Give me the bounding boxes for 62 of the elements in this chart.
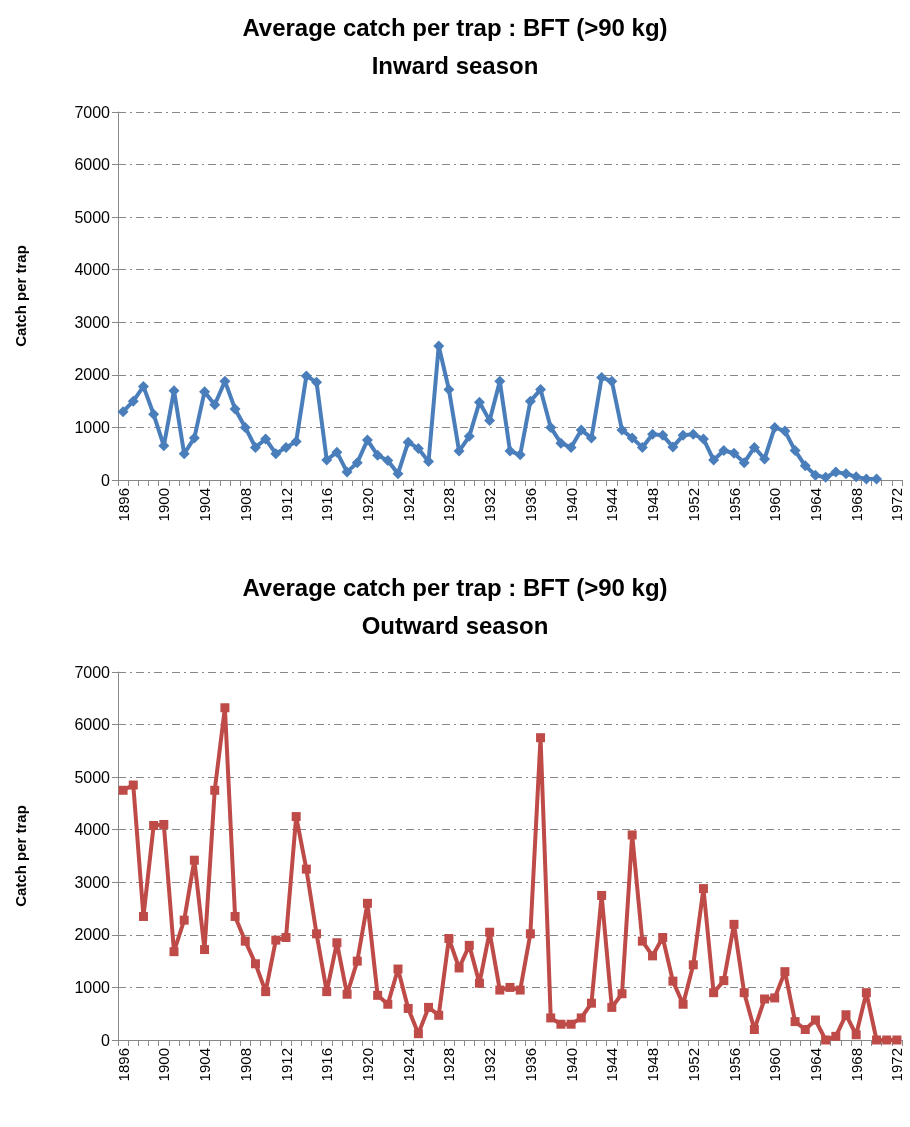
- x-tick-label: 1916: [318, 1048, 336, 1082]
- x-tick-label: 1932: [481, 488, 499, 522]
- y-tick-label: 1000: [74, 978, 111, 996]
- x-tick-label: 1964: [806, 488, 824, 522]
- x-tick-label: 1912: [277, 488, 295, 522]
- y-tick-label: 7000: [74, 663, 111, 681]
- x-tick-label: 1916: [318, 488, 336, 522]
- y-tick-label: 4000: [74, 261, 111, 279]
- x-tick-label: 1960: [766, 488, 784, 522]
- y-tick-label: 1000: [74, 418, 111, 436]
- x-tick-label: 1952: [684, 1048, 702, 1082]
- x-tick-label: 1896: [114, 1048, 132, 1082]
- x-tick-label: 1972: [888, 1048, 906, 1082]
- chart-subtitle: Inward season: [371, 51, 539, 79]
- y-tick-label: 2000: [74, 366, 111, 384]
- x-tick-label: 1972: [888, 488, 906, 522]
- y-tick-label: 3000: [74, 313, 111, 331]
- x-tick-label: 1944: [603, 1048, 621, 1082]
- y-tick-label: 7000: [74, 103, 111, 121]
- x-tick-label: 1912: [277, 1048, 295, 1082]
- x-tick-label: 1908: [236, 488, 254, 522]
- chart-title: Average catch per trap : BFT (>90 kg): [242, 13, 668, 41]
- x-tick-label: 1896: [114, 488, 132, 522]
- x-tick-label: 1936: [521, 488, 539, 522]
- y-axis-title: Catch per trap: [12, 805, 29, 907]
- x-tick-label: 1968: [847, 1048, 865, 1082]
- x-tick-label: 1904: [196, 1048, 214, 1082]
- x-tick-label: 1952: [684, 488, 702, 522]
- y-tick-label: 5000: [74, 768, 111, 786]
- x-tick-label: 1924: [399, 488, 417, 522]
- x-tick-label: 1924: [399, 1048, 417, 1082]
- x-tick-label: 1956: [725, 488, 743, 522]
- y-tick-label: 2000: [74, 926, 111, 944]
- y-tick-label: 6000: [74, 156, 111, 174]
- x-tick-label: 1944: [603, 488, 621, 522]
- chart-title: Average catch per trap : BFT (>90 kg): [242, 573, 668, 601]
- y-tick-label: 4000: [74, 821, 111, 839]
- x-tick-label: 1948: [644, 1048, 662, 1082]
- x-tick-label: 1900: [155, 1048, 173, 1082]
- y-axis-title: Catch per trap: [12, 245, 29, 347]
- x-tick-label: 1940: [562, 1048, 580, 1082]
- x-tick-label: 1968: [847, 488, 865, 522]
- y-tick-label: 3000: [74, 873, 111, 891]
- x-tick-label: 1956: [725, 1048, 743, 1082]
- x-tick-label: 1920: [358, 488, 376, 522]
- x-tick-label: 1928: [440, 488, 458, 522]
- x-tick-label: 1928: [440, 1048, 458, 1082]
- y-tick-label: 0: [101, 1031, 111, 1049]
- x-tick-label: 1940: [562, 488, 580, 522]
- x-tick-label: 1932: [481, 1048, 499, 1082]
- chart-subtitle: Outward season: [361, 611, 549, 639]
- x-tick-label: 1908: [236, 1048, 254, 1082]
- x-tick-label: 1900: [155, 488, 173, 522]
- y-tick-label: 0: [101, 471, 111, 489]
- x-tick-label: 1904: [196, 488, 214, 522]
- x-tick-label: 1964: [806, 1048, 824, 1082]
- x-tick-label: 1948: [644, 488, 662, 522]
- y-tick-label: 6000: [74, 716, 111, 734]
- x-tick-label: 1920: [358, 1048, 376, 1082]
- y-tick-label: 5000: [74, 208, 111, 226]
- x-tick-label: 1936: [521, 1048, 539, 1082]
- x-tick-label: 1960: [766, 1048, 784, 1082]
